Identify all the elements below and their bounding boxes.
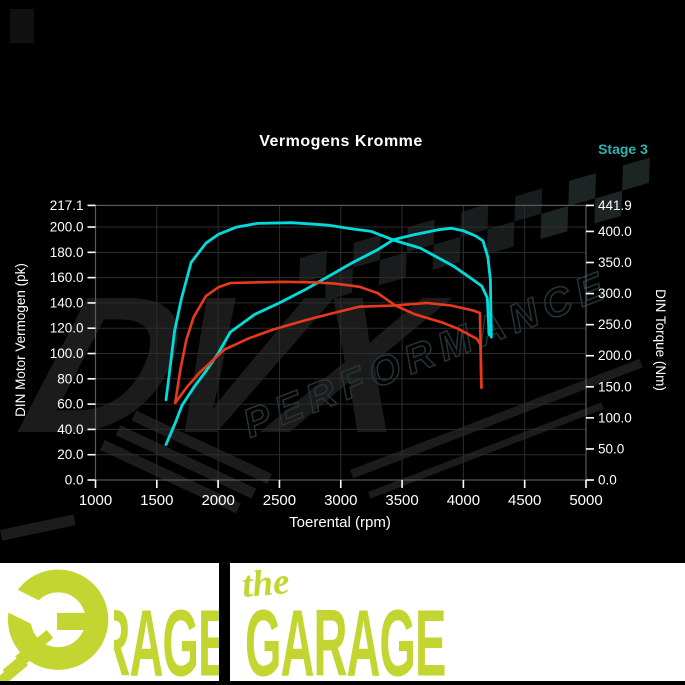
left-tick-label: 40.0 (57, 422, 83, 437)
dyno-plot: 217.1 200.0 180.0 160.0 140.0 120.0 100.0 80.0 6… (50, 198, 632, 509)
left-tick-label: 60.0 (57, 397, 83, 412)
x-tick-label: 2000 (201, 492, 234, 509)
x-tick-label: 2500 (263, 492, 296, 509)
left-tick-label: 20.0 (57, 447, 83, 462)
right-axis-title: DIN Torque (Nm) (653, 289, 668, 391)
banner-divider (219, 563, 225, 681)
right-tick-label: 350.0 (598, 255, 632, 270)
checker-square (568, 173, 597, 207)
x-tick-label: 4000 (447, 492, 480, 509)
right-tick-label: 150.0 (598, 379, 632, 394)
x-axis-title: Toerental (rpm) (289, 514, 391, 531)
checker-square (432, 236, 461, 270)
left-axis-title: DIN Motor Vermogen (pk) (13, 263, 28, 417)
right-tick-label: 50.0 (598, 441, 624, 456)
left-tick-label: 100.0 (50, 346, 84, 361)
x-tick-label: 1000 (79, 492, 112, 509)
checker-square (406, 219, 435, 253)
checker-square (622, 157, 650, 191)
checkered-flag-watermark (299, 157, 650, 301)
checker-square (594, 190, 623, 224)
checker-square (460, 203, 489, 237)
x-tick-label: 5000 (569, 492, 602, 509)
x-tick-label: 1500 (140, 492, 173, 509)
right-tick-label: 0.0 (598, 473, 617, 488)
watermark-corner-square (10, 9, 34, 43)
x-tick-label: 3500 (385, 492, 418, 509)
garage-wordmark-panel: the GARAGE (230, 563, 685, 681)
curve-stage3-power-pk (164, 226, 493, 447)
left-tick-label: 0.0 (65, 473, 84, 488)
right-tick-label: 400.0 (598, 224, 632, 239)
right-tick-label: 100.0 (598, 410, 632, 425)
checker-square (299, 250, 327, 284)
right-tick-label: 300.0 (598, 286, 632, 301)
wrench-g-icon (0, 569, 109, 681)
left-tick-label: 217.1 (50, 198, 84, 213)
chart-title: Vermogens Kromme (259, 133, 423, 150)
dvx-watermark-text: DVX (0, 257, 466, 474)
x-tick-label: 4500 (508, 492, 541, 509)
checker-square (486, 221, 515, 255)
left-tick-label: 120.0 (50, 321, 84, 336)
left-tick-label: 200.0 (50, 220, 84, 235)
right-tick-label: 200.0 (598, 348, 632, 363)
garage-logo-white (0, 565, 114, 681)
left-tick-label: 160.0 (50, 270, 84, 285)
checker-square (540, 206, 569, 239)
banner-divider (225, 563, 230, 681)
chart-area: 217.1 200.0 180.0 160.0 140.0 120.0 100.0 80.0 6… (13, 133, 668, 531)
checker-square (378, 252, 407, 286)
stage-badge: Stage 3 (598, 141, 648, 157)
left-tick-label: 180.0 (50, 245, 84, 260)
curve-original-power-pk (173, 301, 483, 405)
curve-original-torque-nm (173, 280, 483, 405)
curve-stage3-torque-nm (164, 221, 491, 402)
left-tick-label: 80.0 (57, 371, 83, 386)
x-tick-label: 3000 (324, 492, 357, 509)
dvx-performance-watermark: DVX PERFORMANCE (0, 9, 650, 541)
right-tick-label: 250.0 (598, 317, 632, 332)
garage-text: GARAGE (245, 588, 446, 681)
right-tick-label: 441.9 (598, 198, 632, 213)
left-tick-label: 140.0 (50, 295, 84, 310)
garage-banner: the GARAGE the GARAGE (0, 563, 685, 681)
